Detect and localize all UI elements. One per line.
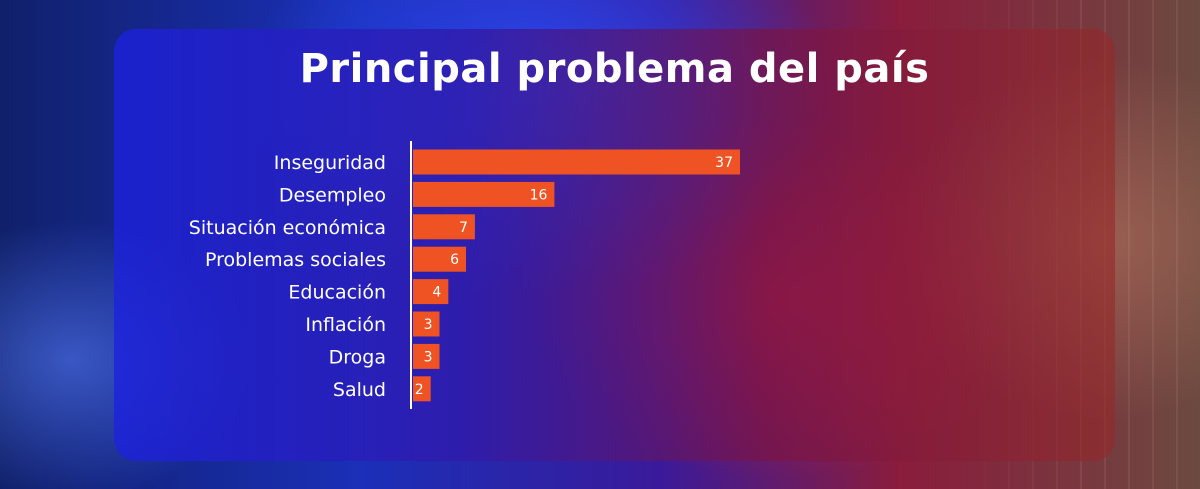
bar: [413, 181, 555, 207]
chart-panel: [114, 29, 1115, 461]
bar-value-label: 3: [424, 349, 433, 365]
category-label: Inflación: [305, 314, 386, 336]
bar: [413, 376, 431, 402]
bar: [413, 149, 740, 175]
category-label: Situación económica: [189, 217, 386, 239]
category-label: Educación: [288, 282, 386, 304]
bar-value-label: 6: [450, 252, 459, 268]
bar-value-label: 2: [415, 382, 424, 398]
bar: [413, 311, 440, 337]
category-label: Desempleo: [279, 184, 386, 206]
bar: [413, 279, 449, 305]
bar: [413, 246, 467, 272]
chart-title: Principal problema del país: [299, 46, 930, 92]
category-label: Inseguridad: [274, 152, 386, 174]
bar: [413, 214, 475, 240]
category-label: Salud: [333, 379, 386, 401]
bar-value-label: 37: [715, 155, 733, 171]
bar: [413, 343, 440, 369]
category-label: Problemas sociales: [205, 249, 386, 271]
category-label: Droga: [329, 346, 386, 368]
bar-value-label: 3: [424, 317, 433, 333]
bar-value-label: 16: [530, 187, 548, 203]
bar-value-label: 4: [432, 285, 441, 301]
bar-value-label: 7: [459, 220, 468, 236]
